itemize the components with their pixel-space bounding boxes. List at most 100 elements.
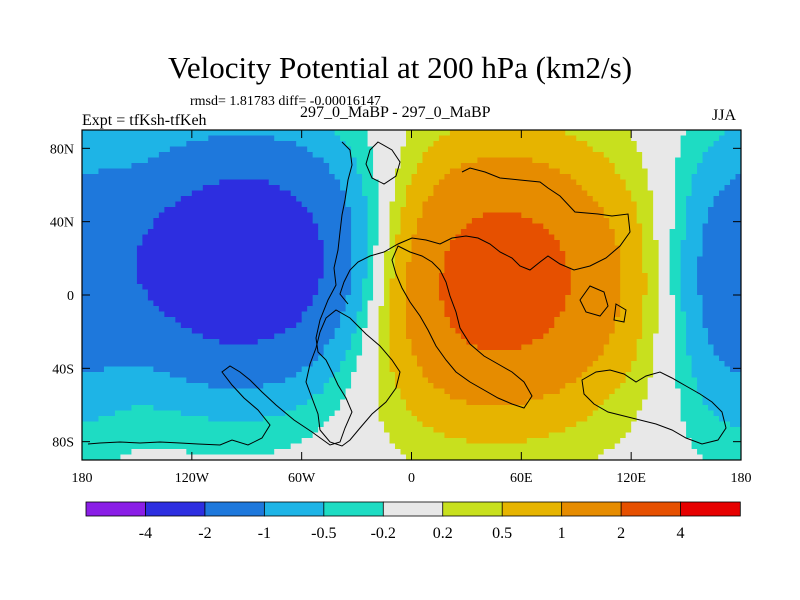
contour-cell <box>416 361 594 368</box>
contour-cell <box>136 245 325 252</box>
contour-cell <box>389 207 402 214</box>
contour-cell <box>658 300 676 307</box>
contour-cell <box>389 438 468 445</box>
contour-cell <box>367 251 374 258</box>
contour-cell <box>384 251 396 258</box>
contour-cell <box>680 262 698 269</box>
contour-cell <box>362 190 380 197</box>
contour-cell <box>378 383 396 390</box>
contour-cell <box>367 196 380 203</box>
contour-cell <box>158 212 314 219</box>
contour-cell <box>713 141 741 148</box>
contour-cell <box>395 251 413 258</box>
contour-cell <box>708 328 741 335</box>
contour-cell <box>136 278 319 285</box>
contour-cell <box>340 179 363 186</box>
contour-cell <box>686 311 704 318</box>
contour-cell <box>680 245 704 252</box>
contour-cell <box>680 405 709 412</box>
contour-cell <box>389 295 407 302</box>
contour-cell <box>702 394 741 401</box>
contour-cell <box>395 234 413 241</box>
contour-cell <box>356 328 363 335</box>
contour-cell <box>532 218 610 225</box>
contour-cell <box>460 333 544 340</box>
contour-cell <box>548 229 616 236</box>
contour-cell <box>389 240 396 247</box>
contour-cell <box>598 201 638 208</box>
contour-cell <box>340 135 369 142</box>
contour-cell <box>389 218 402 225</box>
contour-cell <box>400 207 424 214</box>
contour-cell <box>82 454 122 460</box>
contour-cell <box>208 416 264 423</box>
contour-cell <box>340 185 363 192</box>
eurasia-coastline <box>339 167 631 305</box>
contour-cell <box>395 443 616 450</box>
contour-cell <box>416 168 451 175</box>
contour-cell <box>543 223 610 230</box>
contour-cell <box>153 223 319 230</box>
contour-cell <box>389 223 402 230</box>
contour-cell <box>82 300 154 307</box>
contour-cell <box>658 256 671 263</box>
contour-cell <box>202 185 281 192</box>
contour-cell <box>82 383 209 390</box>
contour-cell <box>82 377 187 384</box>
contour-cell <box>82 130 336 137</box>
contour-cell <box>702 223 741 230</box>
contour-cell <box>713 410 741 417</box>
contour-cell <box>559 388 616 395</box>
contour-cell <box>340 322 358 329</box>
contour-cell <box>406 267 446 274</box>
contour-cell <box>318 223 352 230</box>
contour-cell <box>658 306 676 313</box>
contour-cell <box>82 229 149 236</box>
contour-cell <box>477 344 522 351</box>
contour-cell <box>620 278 649 285</box>
asia-islands <box>579 285 627 323</box>
contour-cell <box>153 366 303 373</box>
contour-cell <box>719 190 741 197</box>
contour-cell <box>647 383 676 390</box>
contour-cell <box>389 366 424 373</box>
contour-cell <box>581 185 627 192</box>
contour-cell <box>675 339 687 346</box>
contour-cell <box>406 295 440 302</box>
contour-cell <box>422 152 605 159</box>
contour-cell <box>554 234 616 241</box>
contour-cell <box>702 251 741 258</box>
contour-cell <box>642 322 660 329</box>
contour-cell <box>543 333 610 340</box>
contour-cell <box>367 207 380 214</box>
contour-cell <box>389 234 396 241</box>
contour-cell <box>82 234 144 241</box>
contour-cell <box>351 284 363 291</box>
contour-cell <box>82 416 100 423</box>
contour-cell <box>384 289 391 296</box>
contour-cell <box>351 207 369 214</box>
contour-cell <box>598 454 704 460</box>
contour-cell <box>653 361 676 368</box>
contour-cell <box>351 251 369 258</box>
contour-cell <box>389 300 407 307</box>
contour-cell <box>384 300 391 307</box>
contour-cell <box>147 229 319 236</box>
contour-cell <box>378 350 391 357</box>
contour-cell <box>356 163 374 170</box>
colorbar-label: -1 <box>258 525 271 542</box>
contour-cell <box>378 229 391 236</box>
contour-cell <box>724 361 741 368</box>
contour-cell <box>389 212 402 219</box>
contour-cell <box>444 306 566 313</box>
contour-cell <box>620 256 643 263</box>
contour-cell <box>438 273 572 280</box>
contour-cell <box>427 146 594 153</box>
contour-cell <box>614 322 643 329</box>
contour-cell <box>444 256 566 263</box>
contour-cell <box>680 416 720 423</box>
contour-cell <box>340 399 380 406</box>
contour-cell <box>323 240 352 247</box>
contour-cell <box>131 449 187 456</box>
contour-cell <box>565 130 632 137</box>
